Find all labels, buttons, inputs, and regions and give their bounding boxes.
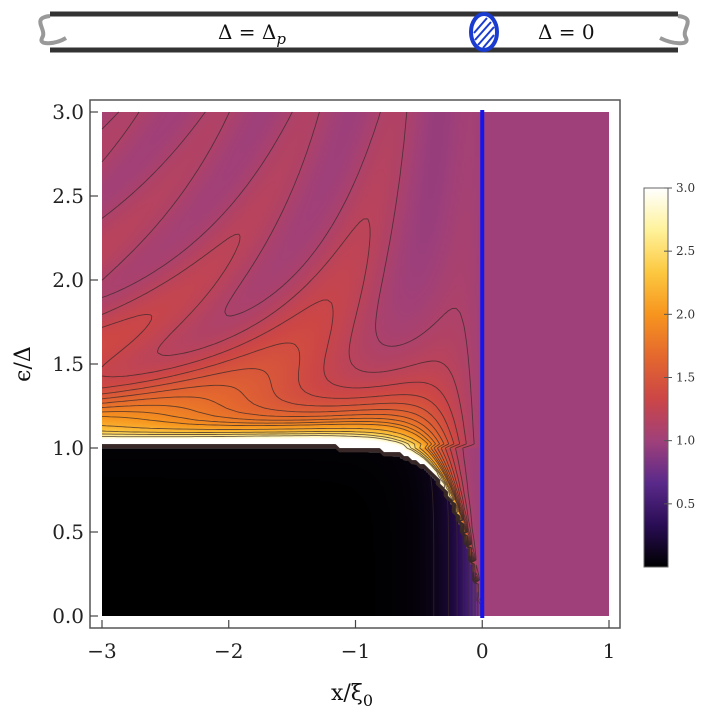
colorbar-tick-label: 1.5 xyxy=(676,371,695,385)
y-tick-label: 1.5 xyxy=(52,352,84,376)
x-tick-label: 0 xyxy=(476,639,489,663)
colorbar-tick-label: 2.5 xyxy=(676,244,695,258)
junction-hatch xyxy=(482,34,495,49)
colorbar-tick-label: 1.0 xyxy=(676,434,695,448)
density-heatmap xyxy=(102,112,609,616)
y-tick-label: 2.5 xyxy=(52,184,84,208)
wire-left-cut xyxy=(38,14,68,46)
junction-hatch xyxy=(474,21,492,41)
wire-left-label: Δ = Δp xyxy=(218,20,286,48)
contour-layer xyxy=(101,111,482,616)
colorbar-tick-label: 0.5 xyxy=(676,497,695,511)
wire-schematic: Δ = Δp Δ = 0 xyxy=(38,11,690,53)
wire-right-label: Δ = 0 xyxy=(538,20,595,44)
y-tick-label: 3.0 xyxy=(52,100,84,124)
y-tick-label: 0.0 xyxy=(52,604,84,628)
y-tick-label: 0.5 xyxy=(52,520,84,544)
x-tick-label: −2 xyxy=(214,639,243,663)
y-tick-label: 2.0 xyxy=(52,268,84,292)
x-tick-label: −3 xyxy=(87,639,116,663)
colorbar-ticks: 0.5 1.0 1.5 2.0 2.5 3.0 xyxy=(664,181,695,511)
contour-line xyxy=(102,435,445,489)
y-axis-label: ϵ/Δ xyxy=(11,346,36,382)
x-axis: −3 −2 −1 0 1 xyxy=(87,620,615,663)
wire-right-cut xyxy=(659,14,690,46)
junction-hatch xyxy=(477,26,495,46)
junction-hatch xyxy=(473,17,488,34)
x-tick-label: −1 xyxy=(341,639,370,663)
colorbar-tick-label: 2.0 xyxy=(676,307,695,321)
y-axis: 0.0 0.5 1.0 1.5 2.0 2.5 3.0 xyxy=(52,100,98,628)
x-tick-label: 1 xyxy=(603,639,616,663)
x-axis-label: x/ξ0 xyxy=(331,681,373,710)
y-tick-label: 1.0 xyxy=(52,436,84,460)
colorbar-tick-label: 3.0 xyxy=(676,181,695,195)
